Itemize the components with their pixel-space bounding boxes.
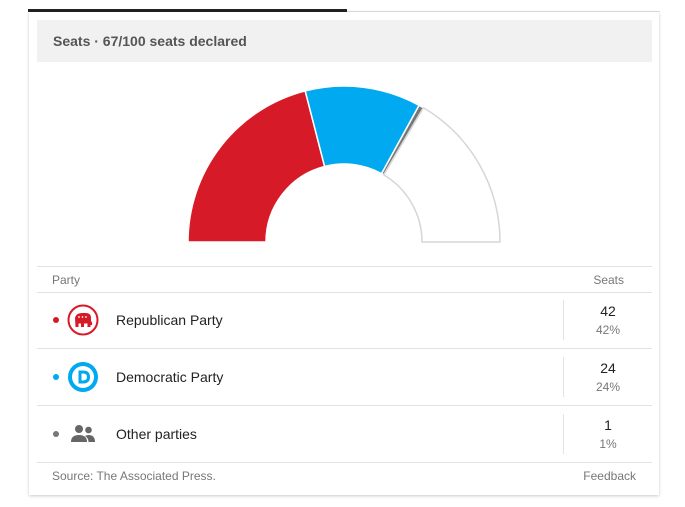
people-icon [67, 418, 99, 450]
republican-elephant-icon [67, 304, 99, 336]
party-name: Other parties [116, 426, 197, 442]
source-credit: Source: The Associated Press. [52, 469, 216, 483]
party-seats: 1 [604, 417, 612, 433]
party-color-dot [53, 431, 59, 437]
seat-chart-svg [187, 85, 501, 243]
column-party: Party [52, 273, 81, 287]
party-percent: 1% [599, 437, 617, 451]
party-name: Democratic Party [116, 369, 224, 385]
party-seats: 42 [600, 303, 616, 319]
party-color-dot [53, 374, 59, 380]
party-row-democratic[interactable]: Democratic Party 24 24% [37, 349, 652, 406]
feedback-link[interactable]: Feedback [583, 469, 636, 483]
party-color-dot [53, 317, 59, 323]
seat-chart [37, 62, 652, 262]
row-divider [563, 414, 564, 454]
party-name: Republican Party [116, 312, 223, 328]
party-row-republican[interactable]: Republican Party 42 42% [37, 292, 652, 349]
tab-divider [347, 11, 660, 12]
row-divider [563, 357, 564, 397]
seat-segment-undeclared [382, 106, 501, 243]
card-title: Seats · 67/100 seats declared [53, 33, 247, 49]
party-percent: 24% [595, 380, 621, 394]
active-tab-indicator [28, 9, 347, 12]
table-header: Party Seats [37, 266, 652, 293]
party-row-other[interactable]: Other parties 1 1% [37, 406, 652, 463]
column-seats: Seats [593, 273, 624, 287]
party-percent: 42% [595, 323, 621, 337]
seats-card: Seats · 67/100 seats declared Party Seat… [29, 12, 659, 495]
card-footer: Source: The Associated Press. Feedback [37, 462, 652, 491]
card-body: Party Seats Republican Party 42 42% [37, 62, 652, 491]
democrat-d-icon [67, 361, 99, 393]
card-header: Seats · 67/100 seats declared [37, 20, 652, 62]
row-divider [563, 300, 564, 340]
seat-segment-republican-party [187, 89, 326, 243]
party-seats: 24 [600, 360, 616, 376]
